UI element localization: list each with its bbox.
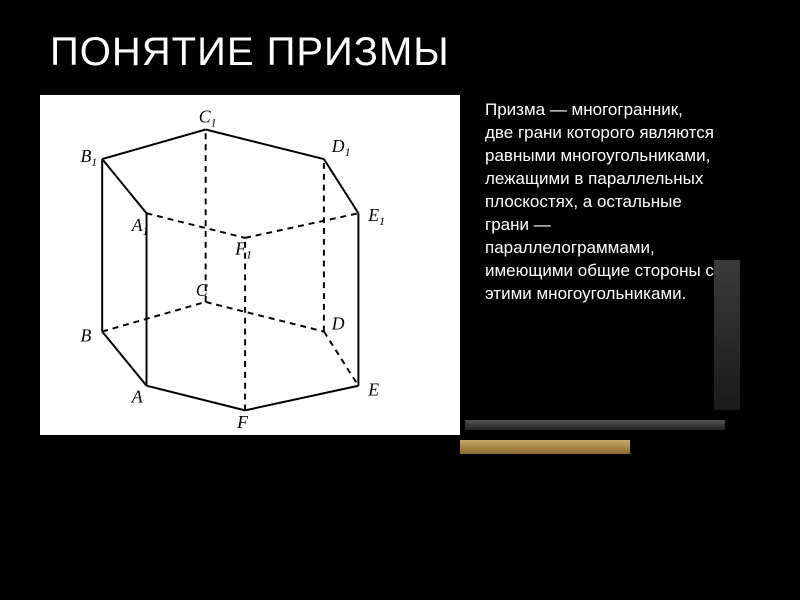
- slide-title: ПОНЯТИЕ ПРИЗМЫ: [0, 0, 800, 75]
- content-row: ABCDEFA1B1C1D1E1F1 Призма — многогранник…: [0, 75, 800, 435]
- svg-text:B1: B1: [80, 146, 97, 169]
- svg-text:B: B: [80, 325, 91, 345]
- slide: ПОНЯТИЕ ПРИЗМЫ ABCDEFA1B1C1D1E1F1 Призма…: [0, 0, 800, 600]
- definition-text: Призма — многогранник, две грани которог…: [485, 95, 715, 435]
- svg-text:E1: E1: [367, 205, 385, 228]
- svg-text:F1: F1: [234, 239, 252, 262]
- svg-text:C: C: [196, 280, 208, 300]
- decorative-bar-vertical: [714, 260, 740, 410]
- prism-svg: ABCDEFA1B1C1D1E1F1: [40, 95, 460, 435]
- svg-text:C1: C1: [199, 107, 217, 130]
- svg-text:D: D: [331, 314, 345, 334]
- decorative-bar-dark: [465, 420, 725, 430]
- prism-diagram: ABCDEFA1B1C1D1E1F1: [40, 95, 460, 435]
- svg-text:F: F: [236, 412, 248, 432]
- svg-text:D1: D1: [331, 136, 351, 159]
- decorative-bar-gold: [460, 440, 630, 454]
- svg-text:A: A: [131, 386, 143, 406]
- svg-text:E: E: [367, 380, 379, 400]
